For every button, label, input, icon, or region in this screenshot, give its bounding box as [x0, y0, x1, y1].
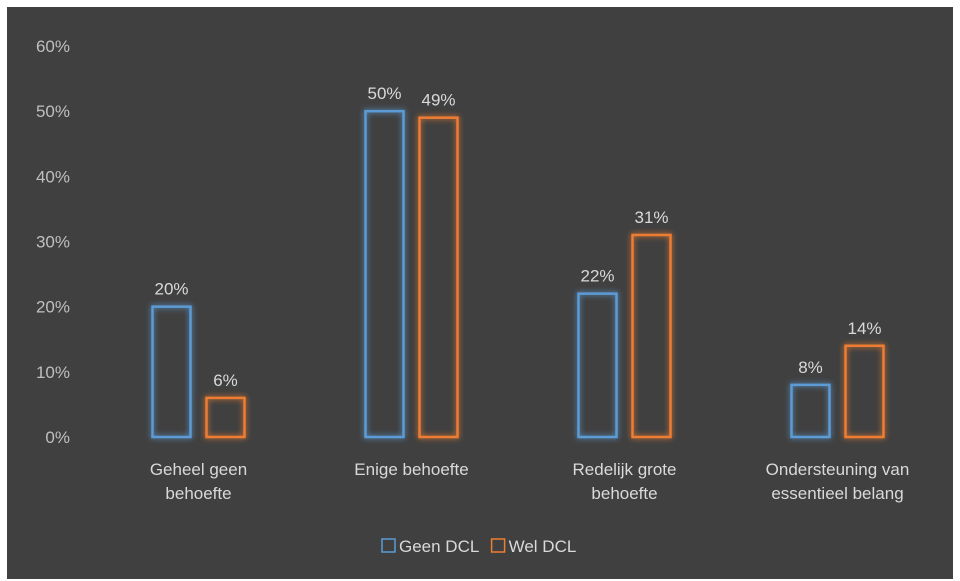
y-tick-label: 30%: [36, 233, 70, 252]
y-tick-label: 50%: [36, 102, 70, 121]
data-label-geen-dcl: 8%: [798, 358, 823, 377]
data-label-geen-dcl: 20%: [154, 280, 188, 299]
category-label: behoefte: [591, 484, 657, 503]
data-label-geen-dcl: 22%: [580, 267, 614, 286]
category-label: Ondersteuning van: [766, 460, 910, 479]
data-labels: 20% 6% 50% 49% 22% 31% 8% 14%: [154, 84, 881, 390]
y-axis: 0% 10% 20% 30% 40% 50% 60%: [36, 37, 70, 447]
bar-geen-dcl: [577, 292, 618, 439]
legend-swatch-wel-dcl: [490, 538, 506, 553]
y-tick-label: 0%: [45, 428, 70, 447]
data-label-wel-dcl: 14%: [847, 319, 881, 338]
legend-swatch-geen-dcl: [381, 538, 396, 553]
bar-wel-dcl: [844, 344, 885, 439]
legend-label-geen-dcl: Geen DCL: [399, 537, 479, 556]
category-label: essentieel belang: [771, 484, 903, 503]
y-tick-label: 10%: [36, 363, 70, 382]
data-label-wel-dcl: 6%: [213, 371, 238, 390]
legend: Geen DCL Wel DCL: [381, 537, 577, 556]
category-label: Redelijk grote: [573, 460, 677, 479]
data-label-wel-dcl: 31%: [634, 208, 668, 227]
y-tick-label: 60%: [36, 37, 70, 56]
data-label-geen-dcl: 50%: [367, 84, 401, 103]
bar-geen-dcl: [151, 305, 192, 439]
bar-geen-dcl: [790, 383, 831, 439]
x-axis: Geheel geen behoefte Enige behoefte Redelij…: [150, 460, 910, 503]
bar-wel-dcl: [631, 233, 672, 439]
category-label: Enige behoefte: [354, 460, 468, 479]
y-tick-label: 20%: [36, 298, 70, 317]
bar-geen-dcl: [364, 109, 405, 439]
data-label-wel-dcl: 49%: [421, 91, 455, 110]
category-label: behoefte: [165, 484, 231, 503]
category-label: Geheel geen: [150, 460, 247, 479]
bars: [151, 109, 885, 439]
bar-wel-dcl: [418, 116, 459, 439]
y-tick-label: 40%: [36, 167, 70, 186]
legend-label-wel-dcl: Wel DCL: [509, 537, 577, 556]
chart-area: 0% 10% 20% 30% 40% 50% 60% 20% 6% 50% 49% 22% 31% 8%…: [7, 7, 953, 579]
bar-wel-dcl: [205, 396, 246, 439]
bar-chart: 0% 10% 20% 30% 40% 50% 60% 20% 6% 50% 49% 22% 31% 8%…: [36, 37, 910, 556]
